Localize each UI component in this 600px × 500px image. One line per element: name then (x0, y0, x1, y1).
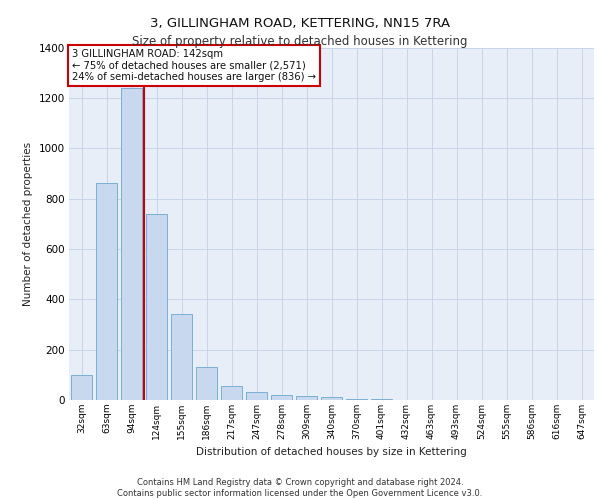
Text: Contains HM Land Registry data © Crown copyright and database right 2024.
Contai: Contains HM Land Registry data © Crown c… (118, 478, 482, 498)
Bar (246, 392, 267, 400)
Y-axis label: Number of detached properties: Number of detached properties (23, 142, 33, 306)
X-axis label: Distribution of detached houses by size in Kettering: Distribution of detached houses by size … (196, 448, 467, 458)
Bar (171, 314, 192, 400)
Text: 3, GILLINGHAM ROAD, KETTERING, NN15 7RA: 3, GILLINGHAM ROAD, KETTERING, NN15 7RA (150, 18, 450, 30)
Text: Size of property relative to detached houses in Kettering: Size of property relative to detached ho… (132, 35, 468, 48)
Bar (196, 368, 217, 400)
Bar (296, 396, 317, 400)
Bar (321, 398, 342, 400)
Text: 3 GILLINGHAM ROAD: 142sqm
← 75% of detached houses are smaller (2,571)
24% of se: 3 GILLINGHAM ROAD: 142sqm ← 75% of detac… (71, 50, 316, 82)
Bar (96, 184, 117, 400)
Bar (121, 88, 142, 400)
Bar (271, 395, 292, 400)
Bar (346, 398, 367, 400)
Bar (71, 375, 92, 400)
Bar (221, 386, 242, 400)
Bar (146, 214, 167, 400)
